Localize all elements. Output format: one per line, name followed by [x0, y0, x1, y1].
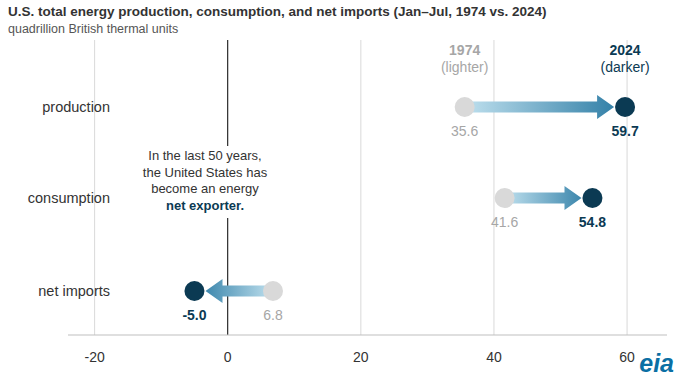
- annotation: become an energy: [151, 181, 259, 196]
- dot: [184, 281, 204, 301]
- data-label: 54.8: [579, 214, 606, 230]
- dot: [495, 188, 515, 208]
- chart: U.S. total energy production, consumptio…: [0, 0, 678, 380]
- annotation: In the last 50 years,: [148, 148, 261, 163]
- data-label: 41.6: [491, 214, 518, 230]
- tick-label: -20: [85, 349, 105, 365]
- grid-line: [493, 40, 494, 335]
- tick-label: 40: [486, 349, 502, 365]
- category-label: consumption: [28, 190, 110, 206]
- dot: [582, 188, 602, 208]
- legend-line: 1974: [449, 42, 480, 58]
- dot: [615, 97, 635, 117]
- dot: [455, 97, 475, 117]
- title: U.S. total energy production, consumptio…: [8, 4, 547, 19]
- arrow: [505, 186, 582, 210]
- dot: [263, 281, 283, 301]
- tick-label: 0: [224, 349, 232, 365]
- annotation: the United States has: [143, 165, 268, 180]
- tick-label: 60: [619, 349, 635, 365]
- legend-entry: 1974(lighter): [441, 42, 488, 75]
- data-label: 6.8: [263, 307, 283, 323]
- logo: eia: [639, 349, 674, 377]
- arrow: [206, 279, 274, 303]
- tick-label: 20: [353, 349, 369, 365]
- annotation-backdrop: [130, 146, 280, 218]
- arrow: [465, 95, 614, 119]
- grid-line: [360, 40, 361, 335]
- grid-line: [627, 40, 628, 335]
- subtitle: quadrillion British thermal units: [8, 22, 178, 36]
- data-label: 59.7: [611, 123, 638, 139]
- category-label: net imports: [38, 283, 110, 299]
- data-label: -5.0: [182, 307, 206, 323]
- marks: [184, 95, 635, 303]
- legend-entry: 2024(darker): [601, 42, 650, 75]
- legend-line: 2024: [609, 42, 640, 58]
- data-label: 35.6: [451, 123, 478, 139]
- legend-line: (lighter): [441, 59, 488, 75]
- category-label: production: [42, 99, 110, 115]
- legend-line: (darker): [601, 59, 650, 75]
- x-axis-line: [68, 335, 667, 336]
- annotation: net exporter.: [166, 198, 244, 213]
